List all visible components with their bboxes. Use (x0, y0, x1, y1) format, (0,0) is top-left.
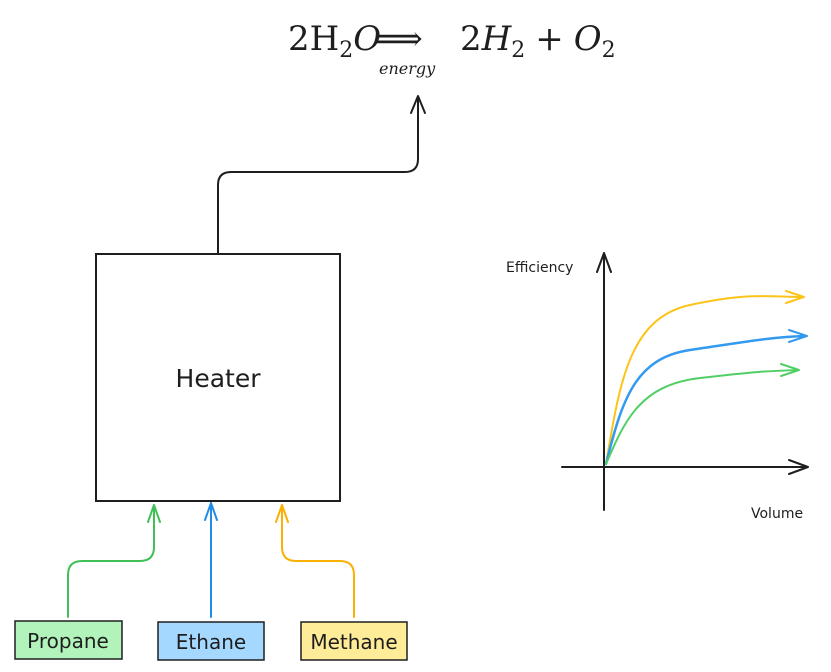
propane-connector (67, 505, 155, 618)
methane-connector (281, 505, 355, 618)
methane-label: Methane (310, 630, 397, 654)
curve-yellow-arrowhead (785, 290, 805, 304)
ethane-arrowhead (204, 502, 218, 521)
y-axis-label: Efficiency (506, 260, 573, 276)
eq-rhs-h: H (481, 19, 513, 59)
equation: 2H2O ⟹ energy 2H2 + O2 (288, 19, 616, 78)
y-axis-arrowhead (596, 252, 612, 273)
curve-yellow (605, 295, 804, 465)
heater-output-arrow (217, 96, 419, 254)
eq-plus: + (535, 19, 564, 59)
fuel-ethane: Ethane (157, 621, 265, 661)
svg-text:2H2O: 2H2O (288, 19, 381, 63)
propane-label: Propane (27, 629, 109, 653)
curve-blue (604, 334, 808, 466)
fuel-propane: Propane (14, 620, 123, 660)
eq-arrow-label: energy (379, 59, 436, 78)
fuel-methane: Methane (300, 621, 408, 661)
eq-rhs-h-sub: 2 (511, 38, 525, 63)
propane-box (14, 620, 123, 660)
propane-arrowhead (147, 504, 161, 523)
methane-arrowhead (275, 504, 289, 523)
x-axis-label: Volume (751, 506, 803, 522)
eq-lhs-o: O (353, 19, 381, 59)
curve-green (605, 369, 799, 465)
eq-lhs-sub: 2 (339, 38, 353, 63)
svg-text:2H2+O2: 2H2 + O2 (460, 19, 616, 63)
heater-label: Heater (176, 364, 262, 393)
eq-lhs-coef: 2H (288, 19, 339, 59)
x-axis-arrowhead (788, 459, 809, 475)
heater-box (95, 253, 341, 502)
eq-rhs-coef: 2 (460, 19, 482, 59)
methane-box (300, 621, 408, 661)
eq-rhs-o: O (574, 19, 602, 59)
ethane-box (157, 621, 265, 661)
curve-blue-arrowhead (788, 329, 808, 343)
heater-output-arrowhead (410, 95, 426, 114)
ethane-label: Ethane (176, 630, 246, 654)
efficiency-chart: Efficiency Volume (506, 252, 809, 522)
eq-arrow: ⟹ (374, 19, 423, 59)
curve-green-arrowhead (780, 363, 800, 377)
eq-rhs-o-sub: 2 (602, 38, 616, 63)
